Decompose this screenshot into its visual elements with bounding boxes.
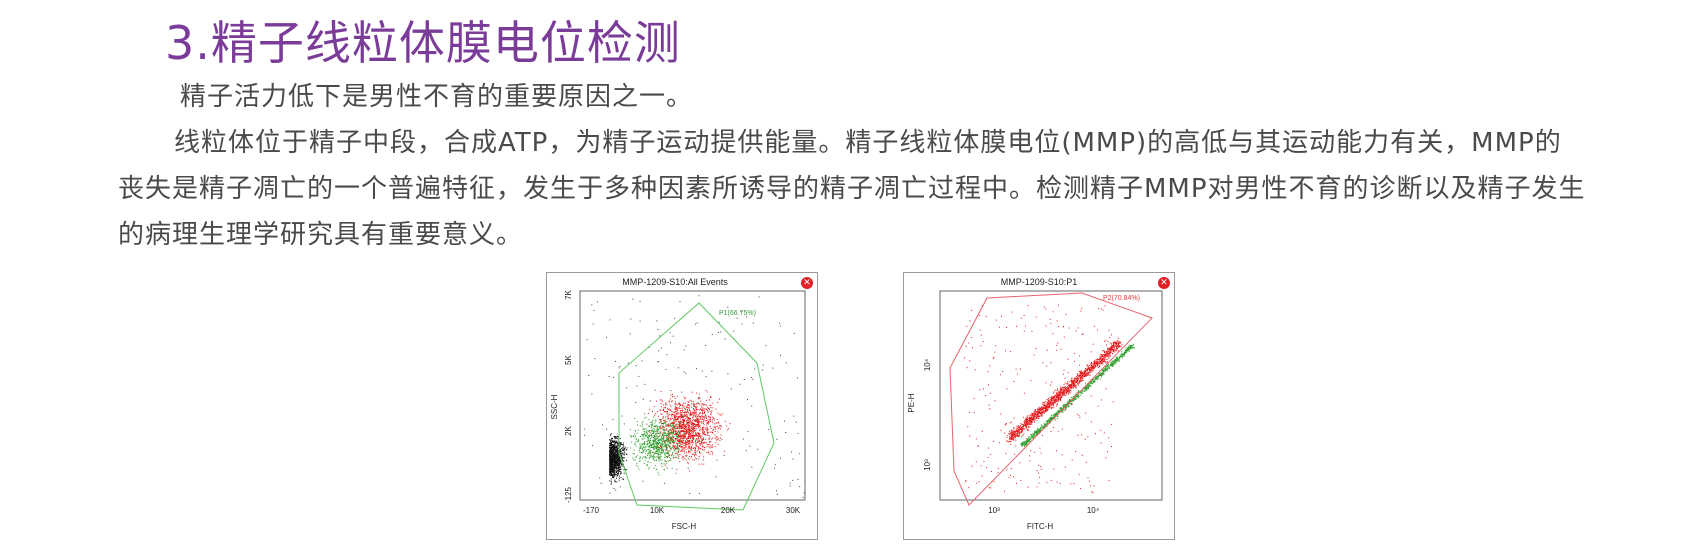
plot1-xlabel: FSC-H	[672, 522, 697, 531]
plot2-axes-box	[939, 290, 1163, 501]
paragraph-intro: 精子活力低下是男性不育的重要原因之一。	[180, 82, 694, 112]
plot1-xtick: 10K	[650, 506, 665, 515]
plot1-ytick: -125	[564, 486, 573, 503]
plot2-xlabel: FITC-H	[1027, 522, 1053, 531]
plot2-ylabel: PE-H	[907, 393, 916, 412]
plot2-xtick: 10³	[988, 506, 1000, 515]
plot1-canvas: MMP-1209-S10:All Events P1(66.75%) -170 …	[550, 277, 806, 531]
plot1-xtick: -170	[583, 506, 600, 515]
plot1-xtick: 30K	[786, 506, 801, 515]
plot1-ylabel: SSC-H	[550, 394, 559, 419]
plot1-axes-box	[579, 290, 806, 501]
plot1-ytick: 7K	[564, 289, 573, 299]
plot1-title: MMP-1209-S10:All Events	[622, 277, 728, 287]
paragraph-body: 线粒体位于精子中段，合成ATP，为精子运动提供能量。精子线粒体膜电位(MMP)的…	[118, 128, 1586, 250]
plot2-canvas: MMP-1209-S10:P1 P2(70.84%) 10³ 10⁴ FITC-…	[907, 277, 1163, 531]
plot1-gate-polygon	[618, 302, 775, 511]
plot2-ytick: 10⁴	[923, 358, 932, 371]
scatter-plot-all-events: MMP-1209-S10:All Events P1(66.75%) -170 …	[546, 272, 818, 540]
plot2-xtick: 10⁴	[1087, 506, 1100, 515]
plot1-xtick: 20K	[721, 506, 736, 515]
plot1-dots	[583, 295, 805, 499]
close-icon[interactable]: ✕	[1158, 277, 1170, 289]
plot2-gate-label: P2(70.84%)	[1103, 295, 1140, 302]
page-title: 3.精子线粒体膜电位检测	[165, 16, 681, 70]
plot1-ytick: 2K	[564, 425, 573, 435]
plot2-gate-polygon	[949, 292, 1153, 506]
close-icon[interactable]: ✕	[801, 277, 813, 289]
scatter-plot-p1: MMP-1209-S10:P1 P2(70.84%) 10³ 10⁴ FITC-…	[903, 272, 1175, 540]
plot1-gate-label: P1(66.75%)	[719, 310, 756, 317]
plot2-dots	[964, 304, 1135, 494]
plot1-ytick: 5K	[564, 354, 573, 364]
plot2-title: MMP-1209-S10:P1	[1001, 277, 1078, 287]
plot2-ytick: 10³	[923, 459, 932, 471]
